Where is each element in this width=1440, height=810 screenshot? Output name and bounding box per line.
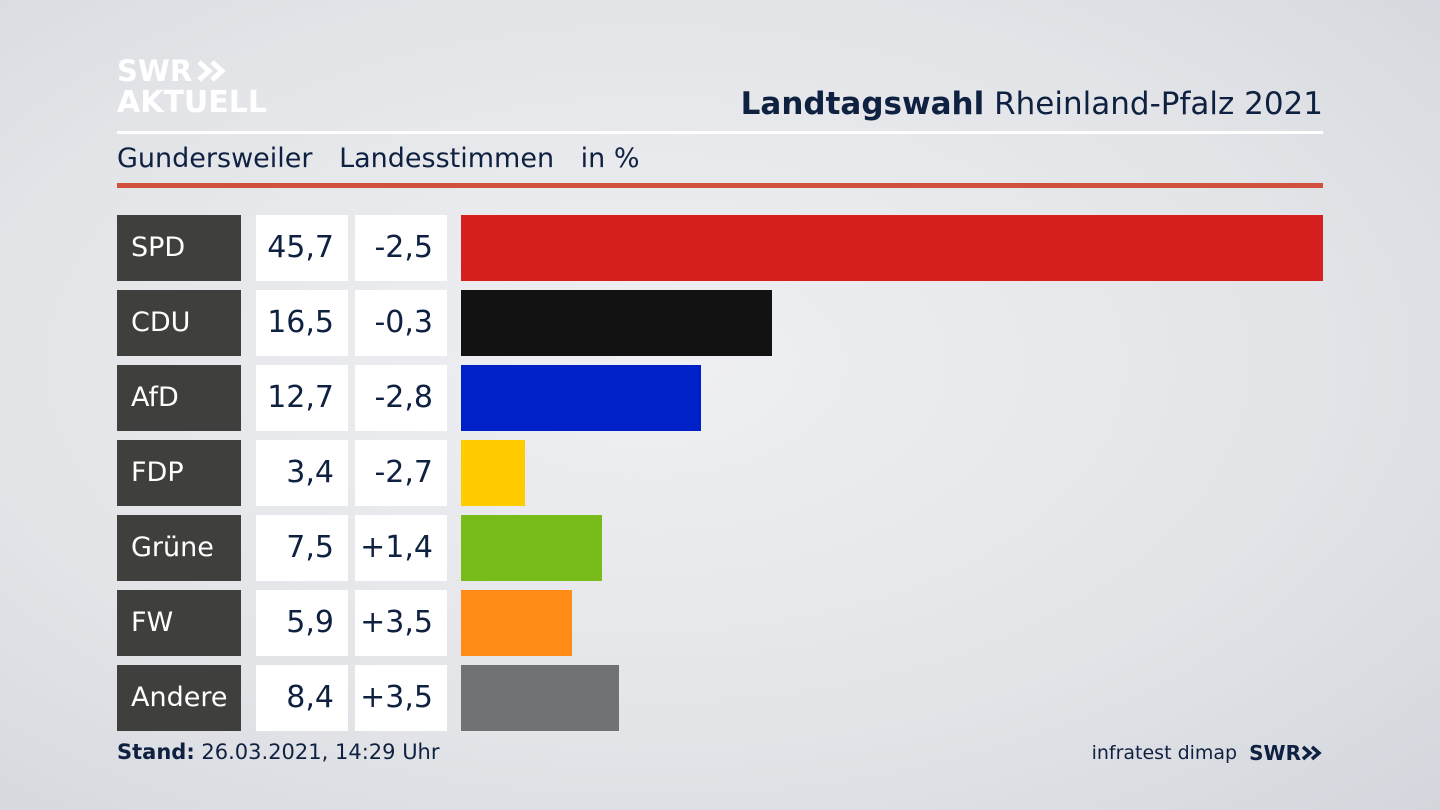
change-label: +3,5 [355,590,447,656]
chart-row: Andere 8,4 +3,5 [117,665,1323,731]
logo-line1: SWR [117,54,193,88]
stand-value: 26.03.2021, 14:29 Uhr [201,740,440,764]
bar-spd [461,215,1323,281]
bar-andere [461,665,619,731]
subtitle-unit: in % [580,143,640,174]
title-bold: Landtagswahl [740,86,985,122]
double-chevron-icon [1301,745,1322,761]
bar-fw [461,590,572,656]
source-credit: infratest dimap SWR [1092,741,1323,765]
subtitle-type: Landesstimmen [339,143,555,174]
value-label: 8,4 [256,665,348,731]
party-label: FDP [117,440,241,506]
value-label: 45,7 [256,215,348,281]
bar-fdp [461,440,525,506]
chart-subtitle: Gundersweiler Landesstimmen in % [117,143,658,174]
chart-row: AfD 12,7 -2,8 [117,365,1323,431]
source-institute: infratest dimap [1091,742,1238,764]
value-label: 5,9 [256,590,348,656]
change-label: +1,4 [355,515,447,581]
value-label: 7,5 [256,515,348,581]
chart-title: Landtagswahl Rheinland-Pfalz 2021 [741,86,1323,122]
stand-label: Stand: [117,740,195,764]
subtitle-divider [117,183,1323,188]
header-divider [117,131,1323,134]
swr-aktuell-logo: SWR AKTUELL [117,55,267,119]
party-label: SPD [117,215,241,281]
double-chevron-icon [197,60,226,82]
change-label: -2,5 [355,215,447,281]
chart-row: FDP 3,4 -2,7 [117,440,1323,506]
source-broadcaster-label: SWR [1249,741,1301,765]
chart-row: Grüne 7,5 +1,4 [117,515,1323,581]
bar-cdu [461,290,772,356]
change-label: -0,3 [355,290,447,356]
bar-grne [461,515,602,581]
party-label: AfD [117,365,241,431]
chart-row: SPD 45,7 -2,5 [117,215,1323,281]
party-label: Grüne [117,515,241,581]
bar-chart: SPD 45,7 -2,5 CDU 16,5 -0,3 AfD 12,7 -2,8 FDP 3,4-… [117,215,1323,731]
change-label: -2,8 [355,365,447,431]
logo-line2: AKTUELL [117,85,268,120]
change-label: +3,5 [355,665,447,731]
change-label: -2,7 [355,440,447,506]
chart-row: CDU 16,5 -0,3 [117,290,1323,356]
value-label: 3,4 [256,440,348,506]
title-rest: Rheinland-Pfalz 2021 [994,86,1323,122]
timestamp: Stand: 26.03.2021, 14:29 Uhr [117,740,440,764]
subtitle-place: Gundersweiler [117,143,313,174]
party-label: Andere [117,665,241,731]
party-label: CDU [117,290,241,356]
value-label: 12,7 [256,365,348,431]
bar-afd [461,365,701,431]
value-label: 16,5 [256,290,348,356]
party-label: FW [117,590,241,656]
chart-row: FW 5,9 +3,5 [117,590,1323,656]
source-broadcaster: SWR [1249,741,1323,765]
